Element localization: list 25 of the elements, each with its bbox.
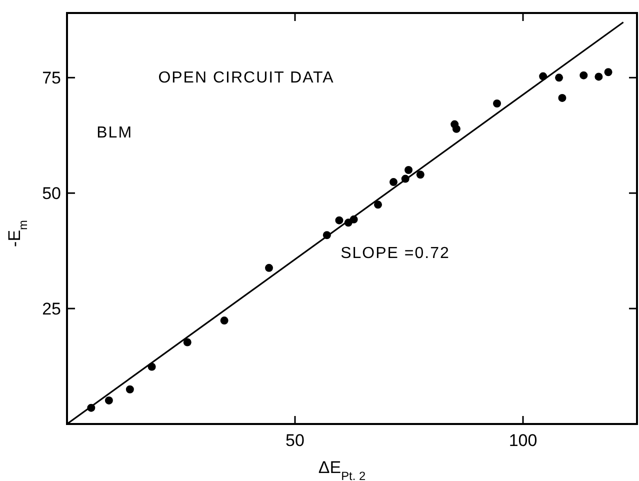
y-tick-label: 50 <box>42 184 61 204</box>
annotation: SLOPE =0.72 <box>340 244 450 262</box>
point <box>580 71 588 80</box>
point <box>493 100 502 108</box>
y-tick-label: 25 <box>42 300 61 318</box>
point <box>220 316 228 325</box>
point <box>558 94 566 102</box>
point <box>183 338 192 346</box>
point <box>389 178 398 186</box>
annotation: OPEN CIRCUIT DATA <box>158 69 334 86</box>
y-tick-label: 75 <box>42 68 61 88</box>
point <box>374 200 382 209</box>
x-tick-label: 100 <box>508 431 538 450</box>
point <box>594 72 603 81</box>
point <box>104 396 113 404</box>
point <box>126 385 134 394</box>
point <box>416 170 424 179</box>
point <box>404 166 413 174</box>
annotation: BLM <box>96 124 133 142</box>
point <box>604 68 612 76</box>
x-axis-title: ΔE$_{Pt. 2}$ <box>318 458 366 481</box>
point <box>555 74 564 82</box>
point <box>265 264 274 272</box>
point <box>335 216 344 224</box>
point <box>452 124 460 133</box>
